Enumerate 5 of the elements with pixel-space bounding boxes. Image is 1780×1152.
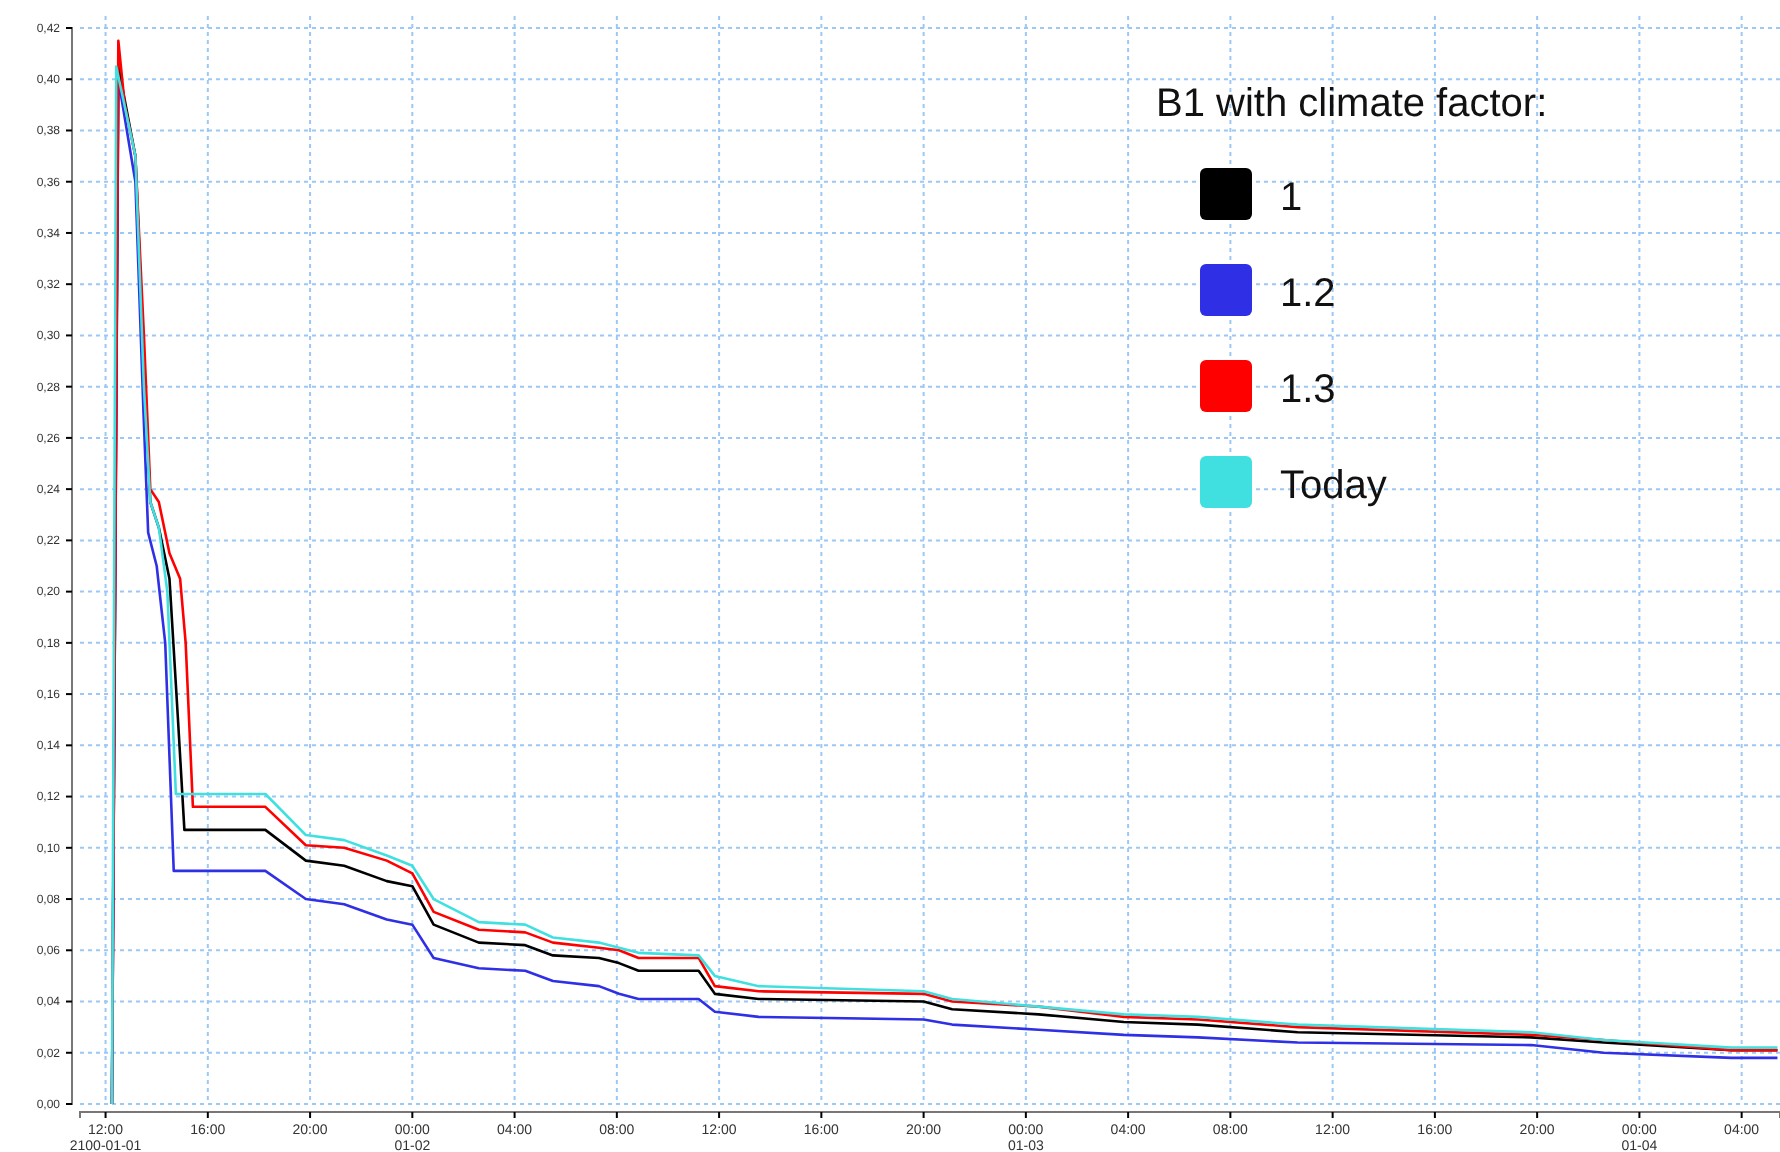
legend-label: 1.2	[1280, 272, 1336, 316]
legend-label: Today	[1280, 464, 1387, 508]
legend-label: 1.3	[1280, 368, 1336, 412]
legend-label: 1	[1280, 176, 1303, 220]
legend-title: B1 with climate factor:	[1156, 82, 1548, 126]
